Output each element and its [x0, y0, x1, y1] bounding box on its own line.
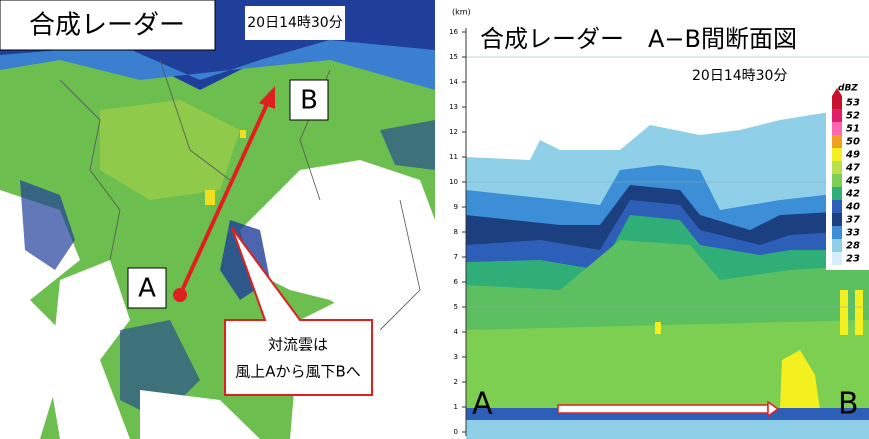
y-tick-label: 0	[454, 428, 458, 436]
title-box	[0, 0, 216, 51]
label-box	[127, 267, 167, 309]
ab-arrow	[557, 404, 769, 414]
map-point-b: B	[300, 86, 318, 116]
colorbar-swatch	[832, 239, 842, 252]
colorbar-label: 51	[846, 124, 860, 135]
y-tick-label: 7	[454, 253, 458, 261]
y-tick-label: 8	[454, 228, 458, 236]
colorbar-label: 53	[846, 98, 860, 109]
y-tick-label: 4	[454, 328, 459, 336]
callout-text: 対流雲は	[268, 336, 328, 354]
colorbar-label: 52	[846, 111, 860, 122]
y-tick-label: 13	[449, 103, 458, 111]
colorbar-label: 33	[846, 228, 860, 239]
point-a-marker	[173, 288, 187, 302]
colorbar-swatch	[832, 252, 842, 265]
colorbar-swatch	[832, 187, 842, 200]
y-tick-label: 10	[449, 178, 458, 186]
section-time: 20日14時30分	[692, 68, 787, 84]
colorbar-swatch	[832, 135, 842, 148]
map-point-a: A	[138, 274, 156, 304]
section-line	[178, 103, 269, 296]
y-tick-label: 1	[454, 403, 458, 411]
y-tick-label: 14	[449, 78, 458, 86]
colorbar-swatch	[832, 226, 842, 239]
colorbar: 53 52 51 50 49 47 45 42 40 37 33 28 23	[832, 88, 860, 265]
colorbar-swatch	[832, 161, 842, 174]
colorbar-swatch	[832, 109, 842, 122]
colorbar-swatch	[832, 148, 842, 161]
ab-arrow-head	[767, 400, 780, 418]
y-tick-label: 16	[449, 28, 458, 36]
colorbar-swatch	[832, 96, 842, 109]
section-point-a: A	[472, 387, 493, 422]
colorbar-label: 50	[846, 137, 860, 148]
y-tick-label: 6	[454, 278, 459, 286]
colorbar-swatch	[832, 213, 842, 226]
y-tick-label: 2	[454, 378, 458, 386]
map-title: 合成レーダー	[29, 11, 185, 41]
colorbar-label: 47	[845, 163, 860, 174]
colorbar-label: 40	[845, 202, 860, 213]
y-tick-label: 15	[449, 53, 458, 61]
colorbar-label: 37	[846, 215, 860, 226]
colorbar-label: 45	[845, 176, 860, 187]
label-box	[289, 79, 329, 121]
colorbar-unit: dBZ	[838, 84, 858, 94]
colorbar-label: 42	[845, 189, 860, 200]
colorbar-swatch	[832, 122, 842, 135]
colorbar-cap	[832, 88, 842, 96]
callout-text: 風上Aから風下Bへ	[235, 363, 361, 381]
colorbar-label: 49	[845, 150, 860, 161]
colorbar-label: 23	[846, 254, 860, 265]
y-tick-label: 3	[454, 353, 458, 361]
y-unit: (km)	[452, 8, 471, 17]
map-time: 20日14時30分	[247, 15, 342, 31]
arrow-head	[259, 86, 275, 109]
y-tick-label: 12	[449, 128, 458, 136]
y-tick-label: 9	[454, 203, 458, 211]
colorbar-label: 28	[846, 241, 860, 252]
y-tick-label: 5	[454, 303, 458, 311]
callout	[224, 227, 373, 396]
section-title: 合成レーダー A−B間断面図	[480, 25, 797, 53]
time-box	[245, 6, 345, 40]
colorbar-swatch	[832, 174, 842, 187]
colorbar-swatch	[832, 200, 842, 213]
section-point-b: B	[838, 387, 859, 422]
radar-map	[0, 0, 435, 439]
y-tick-label: 11	[449, 153, 458, 161]
